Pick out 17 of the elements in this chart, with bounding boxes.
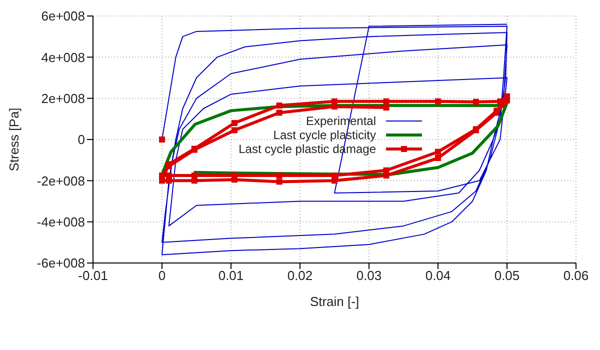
x-tick-label: -0.01 <box>78 268 108 284</box>
x-tick-label: 0.06 <box>563 268 589 284</box>
y-tick-label: 6e+008 <box>41 8 85 24</box>
x-tick-label: 0.01 <box>218 268 244 284</box>
x-tick-label: 0.02 <box>287 268 313 284</box>
x-axis-title: Strain [-] <box>310 294 360 309</box>
y-tick-label: -6e+008 <box>36 256 85 271</box>
y-tick-label: -4e+008 <box>36 214 85 230</box>
y-tick-label: 0 <box>78 132 85 148</box>
x-tick-label: 0.05 <box>494 268 520 284</box>
y-tick-label: 2e+008 <box>41 90 85 106</box>
x-tick-label: 0 <box>158 268 166 284</box>
y-tick-label: -2e+008 <box>36 173 85 188</box>
y-axis-title: Stress [Pa] <box>6 108 22 172</box>
x-tick-label: 0.04 <box>425 268 451 284</box>
y-tick-label: 4e+008 <box>41 50 85 65</box>
x-tick-label: 0.03 <box>356 268 382 284</box>
